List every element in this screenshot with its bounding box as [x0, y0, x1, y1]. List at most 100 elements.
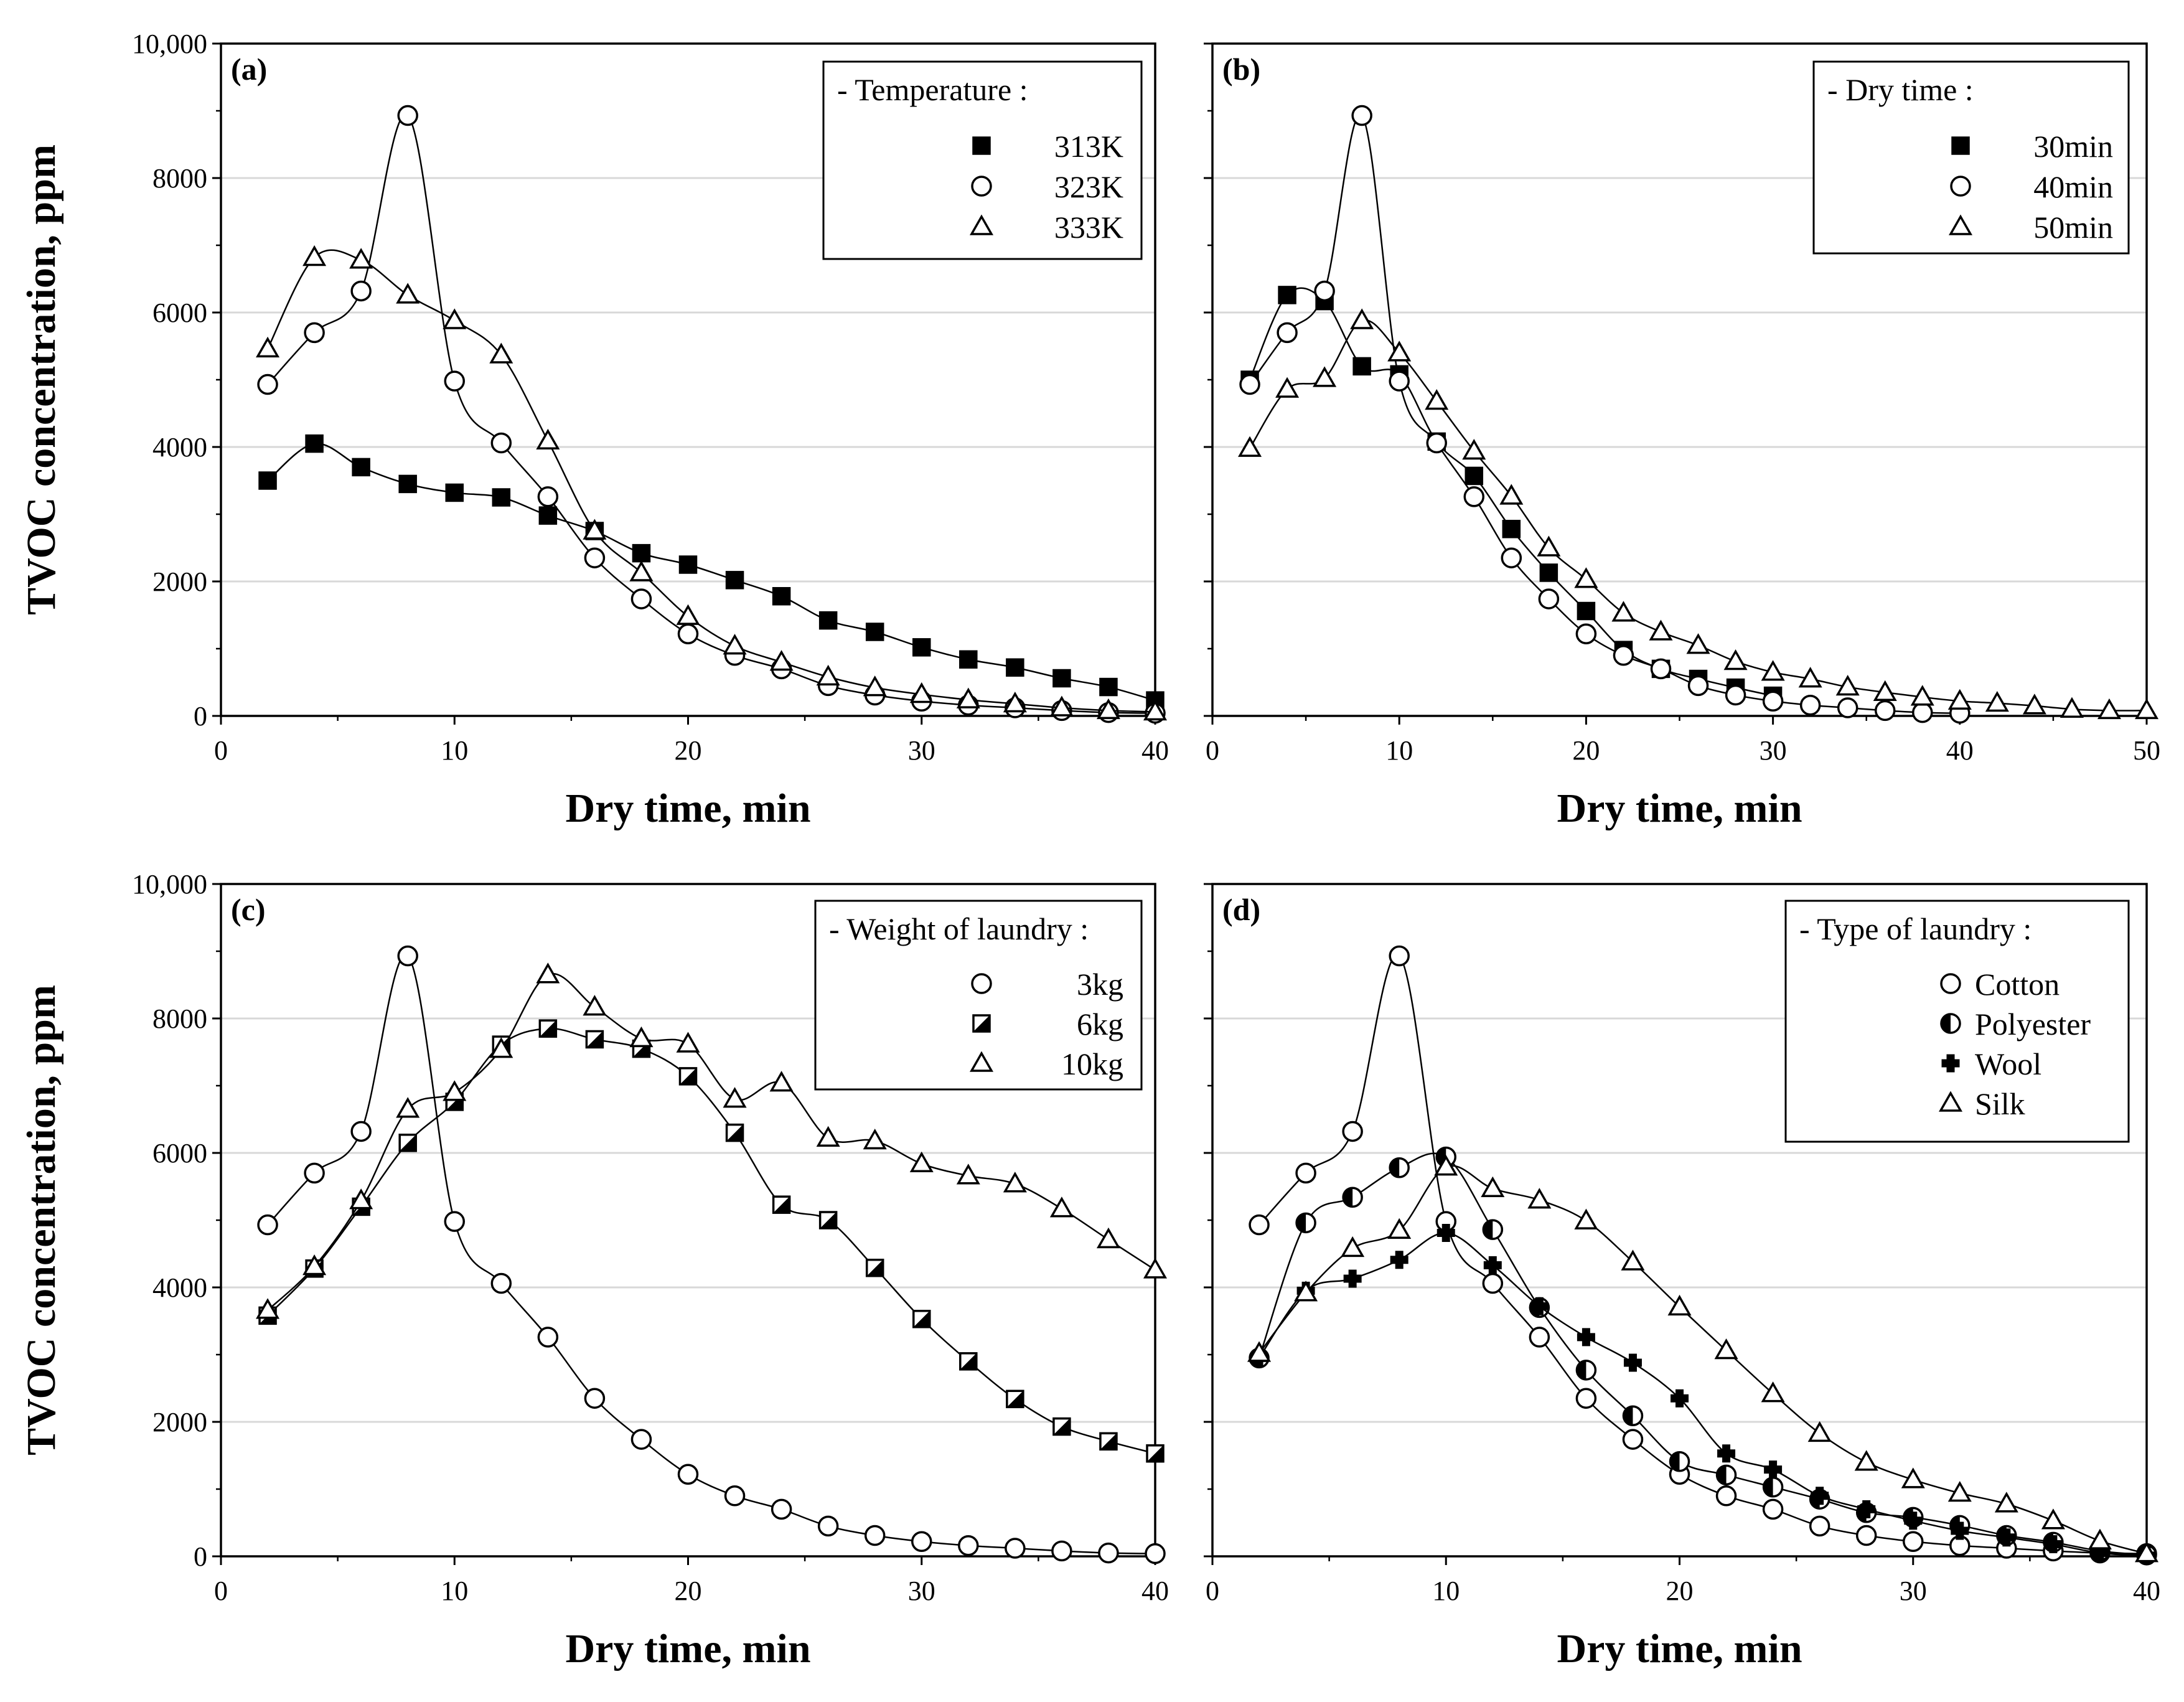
legend: - Dry time : 30min 40min 50min — [1812, 60, 2130, 255]
data-point — [1762, 690, 1784, 712]
data-point — [1313, 366, 1337, 387]
legend-label: Polyester — [1975, 1007, 2091, 1041]
data-point — [678, 555, 698, 574]
data-point — [2041, 1508, 2065, 1530]
data-point — [256, 336, 280, 358]
legend-label: 30min — [2033, 129, 2113, 164]
data-point — [397, 945, 418, 967]
data-point — [256, 1298, 280, 1319]
data-point — [956, 687, 980, 708]
y-tick-label: 8000 — [152, 163, 207, 194]
x-tick-label: 40 — [2133, 1576, 2160, 1606]
data-point — [909, 682, 934, 703]
marker-fill — [540, 1020, 556, 1037]
data-point — [1462, 438, 1486, 460]
data-point — [1343, 1269, 1362, 1288]
data-point — [536, 428, 560, 450]
data-point — [1434, 1155, 1458, 1176]
data-point — [1352, 357, 1371, 376]
data-point — [1904, 1512, 1923, 1530]
y-axis-label: TVOC concentration, ppm — [19, 144, 64, 615]
marker-fill — [680, 1068, 696, 1084]
marker-fill — [633, 1040, 650, 1057]
data-point — [1687, 675, 1709, 697]
marker-fill — [820, 1212, 837, 1228]
x-tick-label: 40 — [1946, 735, 1974, 766]
data-point — [1714, 1338, 1738, 1360]
data-point — [1499, 484, 1524, 505]
marker-fill — [773, 1197, 790, 1213]
data-point — [1482, 1272, 1504, 1294]
legend-label: Wool — [1975, 1046, 2041, 1081]
panel-label: (d) — [1222, 892, 1260, 927]
marker-fill — [586, 1031, 603, 1048]
data-point — [583, 519, 607, 540]
data-point — [444, 370, 465, 392]
data-point — [1577, 1328, 1595, 1347]
data-point — [630, 1429, 652, 1450]
data-point — [1387, 1218, 1412, 1239]
data-point — [1239, 374, 1260, 395]
data-point — [350, 1121, 372, 1142]
data-point — [1762, 1498, 1784, 1520]
marker-fill — [1390, 1158, 1400, 1177]
data-point — [302, 245, 327, 266]
data-point — [1985, 690, 2009, 712]
legend-marker — [971, 973, 992, 994]
data-point — [1530, 1297, 1549, 1315]
data-point — [1247, 1341, 1272, 1362]
data-point — [629, 560, 654, 581]
x-tick-label: 10 — [441, 735, 468, 766]
data-point — [443, 308, 467, 329]
x-axis-label: Dry time, min — [565, 786, 810, 831]
data-point — [1854, 1450, 1878, 1471]
data-point — [538, 506, 558, 525]
series-3kg — [257, 945, 1166, 1564]
data-point — [1951, 1521, 1969, 1540]
data-point — [305, 434, 324, 453]
x-tick-label: 20 — [675, 1576, 702, 1606]
data-point — [723, 634, 747, 655]
data-point — [676, 604, 700, 625]
data-point — [2097, 698, 2121, 720]
y-tick-label: 2000 — [152, 567, 207, 597]
data-point — [629, 1026, 654, 1048]
x-tick-label: 10 — [1385, 735, 1413, 766]
data-point — [1686, 633, 1710, 654]
data-point — [771, 1498, 792, 1520]
data-point — [678, 1067, 698, 1086]
data-point — [676, 1032, 700, 1053]
data-point — [1649, 619, 1673, 641]
data-point — [444, 1211, 465, 1232]
marker-fill — [1670, 1452, 1680, 1471]
series-313K — [258, 434, 1165, 710]
marker-fill — [726, 1124, 743, 1141]
data-point — [1903, 1531, 1924, 1552]
y-tick-label: 0 — [194, 1541, 207, 1572]
data-point — [863, 675, 887, 697]
data-point — [1529, 1327, 1550, 1348]
legend-marker — [969, 1051, 994, 1072]
y-tick-label: 4000 — [152, 1272, 207, 1303]
data-point — [1807, 1421, 1832, 1442]
x-tick-label: 40 — [1141, 1576, 1169, 1606]
data-point — [1481, 1176, 1505, 1197]
panel-label: (c) — [231, 892, 266, 927]
data-point — [1764, 1460, 1783, 1479]
legend-marker — [971, 176, 992, 197]
x-axis-label: Dry time, min — [565, 1626, 810, 1671]
data-point — [1275, 377, 1300, 398]
data-point — [1003, 1172, 1027, 1193]
data-point — [1436, 1224, 1455, 1243]
data-point — [1096, 1227, 1120, 1249]
data-point — [258, 471, 277, 490]
data-point — [585, 1030, 604, 1049]
data-point — [1463, 486, 1485, 507]
data-point — [630, 588, 652, 609]
y-tick-label: 10,000 — [132, 869, 207, 900]
data-point — [1715, 1464, 1737, 1486]
x-axis-label: Dry time, min — [1557, 786, 1802, 831]
data-point — [772, 1195, 791, 1214]
data-point — [1613, 645, 1634, 666]
